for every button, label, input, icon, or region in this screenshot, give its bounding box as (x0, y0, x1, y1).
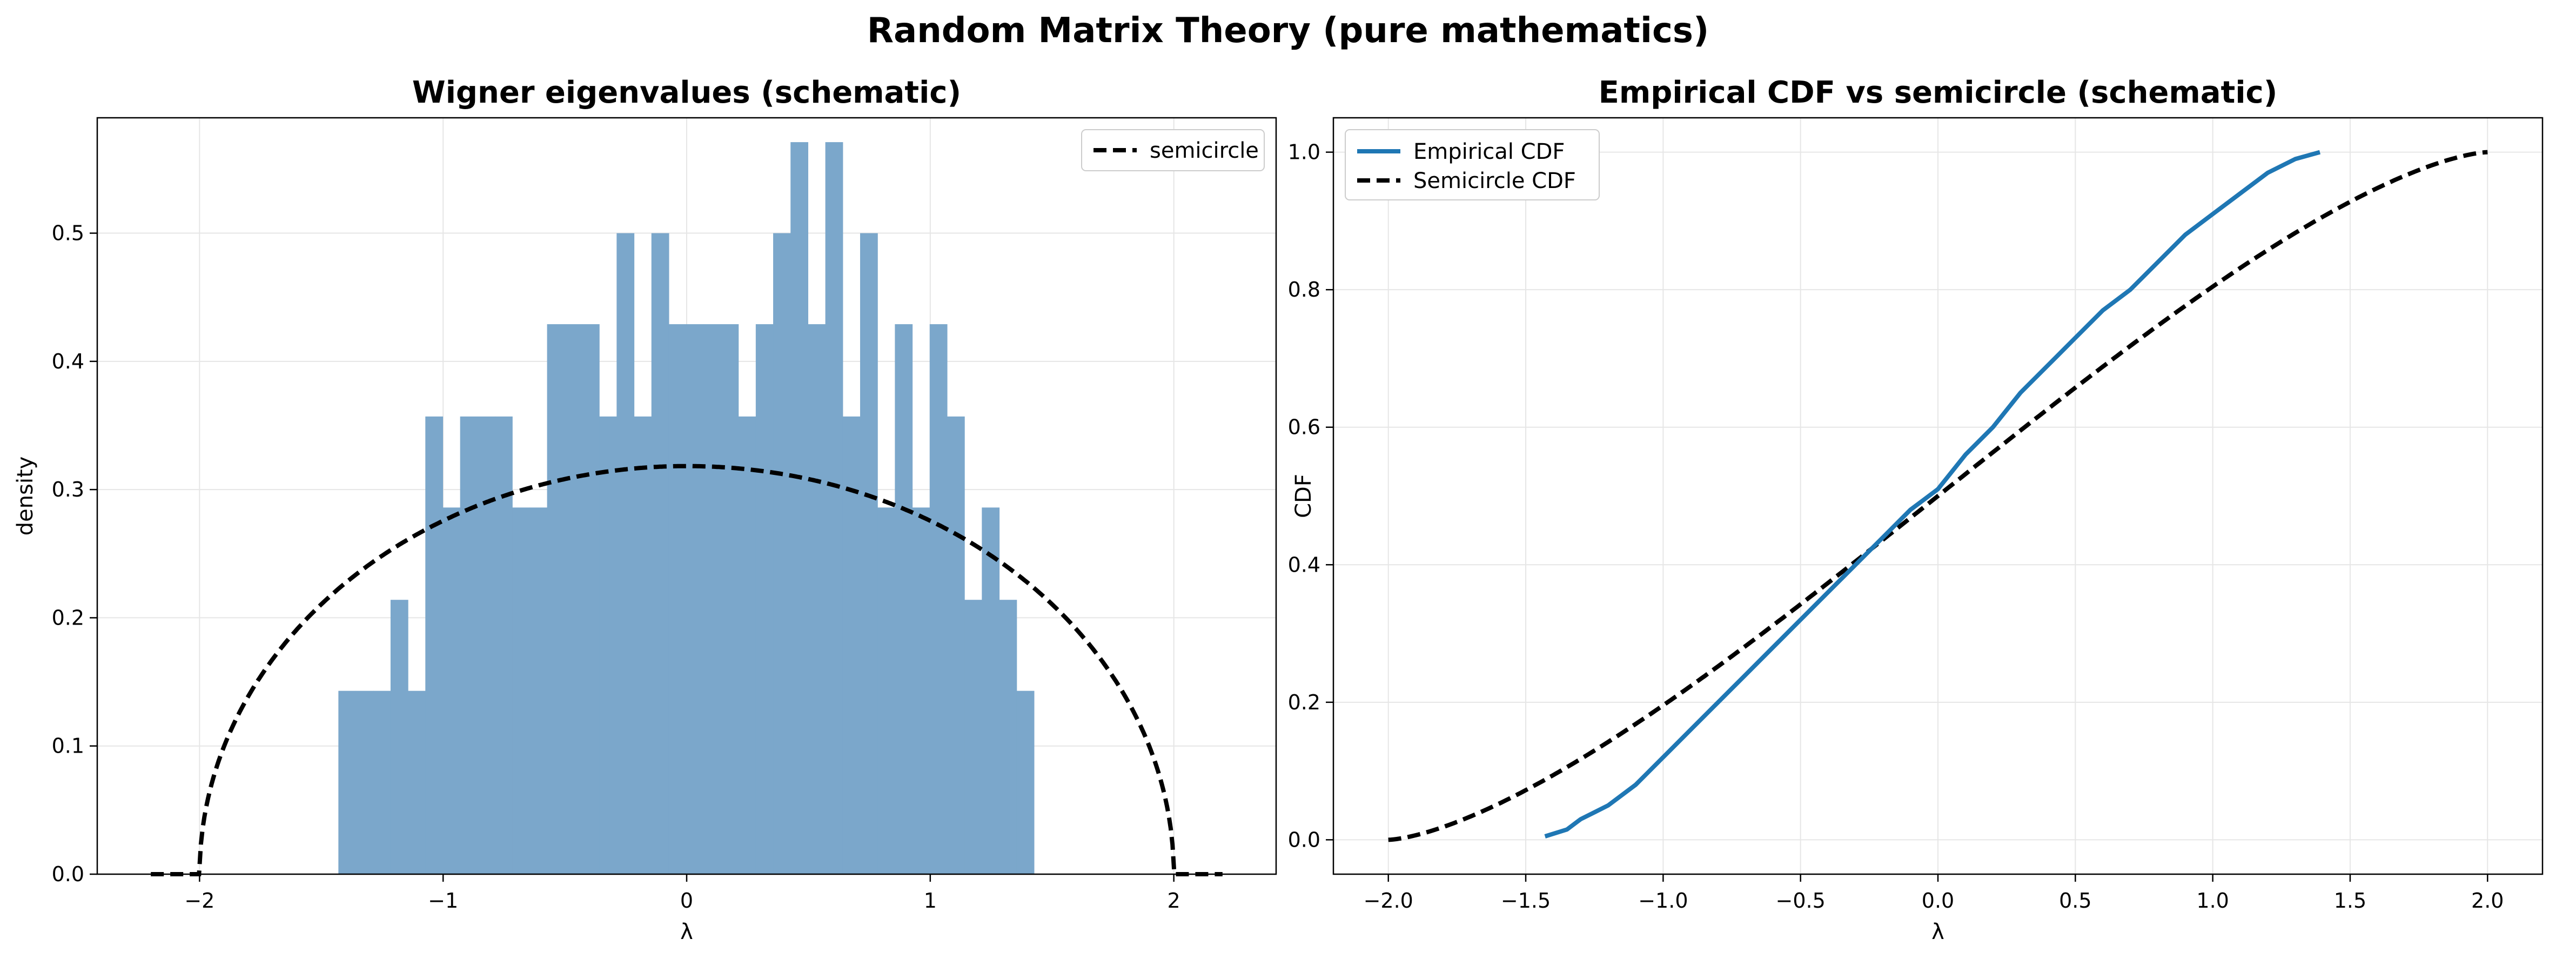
x-tick-label: 1 (924, 889, 937, 913)
histogram-bar (408, 690, 426, 874)
y-tick-label: 0.2 (52, 606, 84, 629)
histogram-legend: semicircle (1081, 129, 1265, 171)
histogram-bar (390, 600, 408, 874)
histogram-bar (634, 416, 652, 874)
legend-semicircle-cdf-label: Semicircle CDF (1413, 169, 1576, 193)
histogram-bar (686, 324, 704, 874)
histogram-bar (529, 507, 548, 874)
histogram-bar (616, 233, 635, 874)
histogram-bar (964, 600, 982, 874)
x-tick-label: 2.0 (2471, 889, 2504, 913)
x-tick-label: −1 (428, 889, 458, 913)
histogram-bar (877, 507, 895, 874)
histogram-bar (703, 324, 722, 874)
x-tick-label: −1.0 (1638, 889, 1688, 913)
cdf-grid (1333, 118, 2543, 874)
y-tick-label: 1.0 (1288, 140, 1320, 164)
histogram-bar (425, 416, 444, 874)
histogram-bar (442, 507, 461, 874)
y-tick-label: 0.4 (52, 350, 84, 373)
histogram-bar (895, 324, 913, 874)
legend-semicircle-label: semicircle (1150, 138, 1259, 163)
histogram-bars (338, 142, 1035, 875)
x-tick-label: −2.0 (1364, 889, 1413, 913)
histogram-bar (355, 690, 374, 874)
histogram-bar (599, 416, 617, 874)
histogram-bar (755, 324, 774, 874)
figure-suptitle: Random Matrix Theory (pure mathematics) (867, 11, 1709, 51)
histogram-bar (982, 507, 1000, 874)
cdf-title: Empirical CDF vs semicircle (schematic) (1599, 75, 2278, 110)
histogram-bar (495, 416, 513, 874)
histogram-bar (773, 233, 791, 874)
x-tick-label: 0.0 (1922, 889, 1954, 913)
y-tick-label: 0.1 (52, 734, 84, 758)
cdf-y-ticks: 0.0 0.2 0.4 0.6 0.8 1.0 (1288, 140, 1333, 851)
histogram-bar (738, 416, 756, 874)
histogram-y-label: density (13, 457, 38, 536)
semicircle-cdf-line (1388, 150, 2488, 842)
histogram-bar (460, 416, 478, 874)
y-tick-label: 0.5 (52, 222, 84, 245)
empirical-cdf-line (1544, 150, 2321, 839)
histogram-bar (564, 324, 582, 874)
histogram-bar (512, 507, 530, 874)
histogram-x-ticks: −2 −1 0 1 2 (184, 874, 1180, 913)
histogram-bar (373, 690, 391, 874)
y-tick-label: 0.8 (1288, 278, 1320, 301)
x-tick-label: −2 (184, 889, 214, 913)
histogram-bar (912, 507, 930, 874)
cdf-x-ticks: −2.0 −1.5 −1.0 −0.5 0.0 0.5 1.0 1.5 2.0 (1364, 874, 2504, 913)
histogram-bar (825, 142, 843, 875)
cdf-x-label: λ (1931, 920, 1944, 944)
histogram-axes: −2 −1 0 1 2 0.0 0.1 0.2 0.3 0.4 0.5 Wigner eigenv… (13, 75, 1277, 944)
x-tick-label: 0.5 (2059, 889, 2091, 913)
y-tick-label: 0.0 (1288, 828, 1320, 851)
y-tick-label: 0.6 (1288, 415, 1320, 439)
cdf-legend: Empirical CDF Semicircle CDF (1345, 129, 1600, 200)
cdf-legend-box (1345, 129, 1600, 200)
histogram-bar (651, 233, 669, 874)
legend-empirical-label: Empirical CDF (1413, 139, 1565, 164)
histogram-bar (477, 416, 495, 874)
histogram-bar (947, 416, 965, 874)
histogram-bar (790, 142, 809, 875)
y-tick-label: 0.3 (52, 478, 84, 501)
x-tick-label: 1.5 (2334, 889, 2366, 913)
x-tick-label: 0 (680, 889, 693, 913)
histogram-bar (842, 416, 861, 874)
histogram-bar (999, 600, 1017, 874)
histogram-bar (860, 233, 878, 874)
x-tick-label: 1.0 (2196, 889, 2229, 913)
histogram-bar (547, 324, 565, 874)
histogram-bar (668, 324, 687, 874)
x-tick-label: 2 (1168, 889, 1180, 913)
x-tick-label: −0.5 (1776, 889, 1826, 913)
y-tick-label: 0.4 (1288, 553, 1320, 576)
histogram-bar (1016, 690, 1035, 874)
histogram-title: Wigner eigenvalues (schematic) (412, 75, 961, 110)
histogram-bar (581, 324, 600, 874)
histogram-legend-box (1081, 129, 1265, 171)
histogram-bar (338, 690, 357, 874)
y-tick-label: 0.2 (1288, 690, 1320, 714)
cdf-axes: −2.0 −1.5 −1.0 −0.5 0.0 0.5 1.0 1.5 2.0 0.00.20.… (1288, 75, 2544, 944)
y-tick-label: 0.0 (52, 862, 84, 886)
cdf-y-label: CDF (1291, 474, 1316, 518)
histogram-y-ticks: 0.0 0.1 0.2 0.3 0.4 0.5 (52, 222, 97, 886)
histogram-bar (721, 324, 739, 874)
histogram-bar (929, 324, 948, 874)
x-tick-label: −1.5 (1501, 889, 1551, 913)
histogram-x-label: λ (680, 920, 693, 944)
histogram-bar (808, 324, 826, 874)
